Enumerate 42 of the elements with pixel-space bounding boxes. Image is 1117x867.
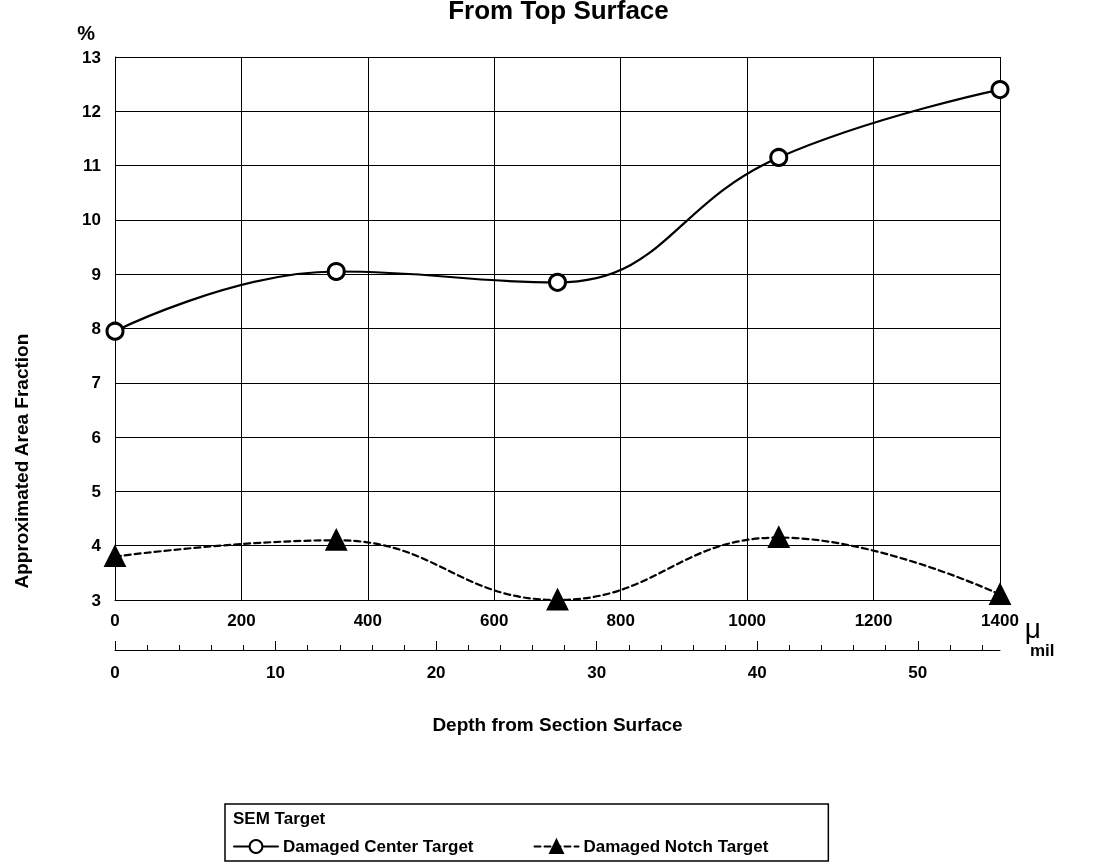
x-tick-label: 0	[110, 611, 120, 630]
x-tick-label: 600	[480, 611, 509, 630]
x2-tick-label: 20	[426, 663, 446, 682]
x2-tick-label: 30	[587, 663, 607, 682]
x-tick-label: 1000	[728, 611, 767, 630]
point	[769, 147, 789, 167]
point	[326, 261, 346, 281]
x-tick-label: 800	[606, 611, 635, 630]
y-tick-label: 10	[82, 210, 101, 230]
point	[547, 589, 568, 611]
y-tick-label: 6	[91, 427, 101, 447]
y-tick-label: 11	[83, 156, 101, 176]
x-tick-label: 1200	[854, 611, 893, 630]
y-tick-label: 8	[91, 319, 101, 338]
x2-tick-label: 40	[747, 663, 767, 682]
point	[104, 546, 126, 568]
y-tick-label: 7	[91, 373, 101, 393]
point	[325, 529, 347, 551]
legend-label: Damaged Center Target	[283, 837, 474, 856]
legend-title: SEM Target	[233, 809, 326, 828]
y-tick-label: 13	[82, 47, 101, 67]
x2-tick-label: 10	[266, 663, 286, 682]
x-tick-label: 1400	[981, 611, 1019, 630]
x2-tick-label: 0	[110, 663, 120, 682]
legend-label: Damaged Notch Target	[583, 837, 769, 856]
x2-tick-label: 50	[908, 663, 928, 682]
text: %	[77, 22, 96, 44]
x-tick-label: 400	[353, 611, 383, 630]
y-tick-label: 9	[91, 264, 101, 284]
point	[990, 80, 1010, 100]
y-tick-label: 4	[91, 536, 102, 556]
x-tick-label: 200	[227, 611, 256, 630]
y-tick-label: 3	[91, 590, 101, 610]
point	[768, 527, 790, 549]
y-tick-label: 5	[91, 481, 101, 501]
x-axis-title: Depth from Section Surface	[431, 714, 684, 736]
point	[548, 272, 567, 292]
y-tick-label: 12	[82, 101, 101, 121]
point	[989, 584, 1011, 606]
y-axis-title: Approximated Area Fraction	[11, 333, 32, 589]
chart-title: From Top Surface	[448, 0, 669, 25]
point	[105, 321, 125, 341]
